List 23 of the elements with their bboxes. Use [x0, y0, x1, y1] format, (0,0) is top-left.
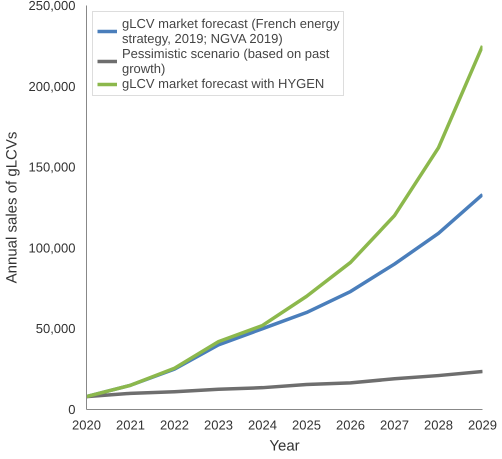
x-tick-label: 2029	[468, 418, 497, 432]
x-tick-label: 2023	[204, 418, 233, 432]
x-tick-label: 2020	[72, 418, 101, 432]
legend-label: gLCV market forecast with HYGEN	[122, 76, 324, 91]
x-tick-label: 2027	[380, 418, 409, 432]
x-tick-label: 2022	[160, 418, 189, 432]
x-tick-label: 2025	[292, 418, 321, 432]
x-tick-label: 2021	[116, 418, 145, 432]
y-tick-label: 250,000	[28, 0, 76, 13]
y-tick-label: 0	[68, 402, 76, 417]
x-tick-label: 2028	[424, 418, 453, 432]
x-tick-label: 2026	[336, 418, 365, 432]
y-tick-label: 200,000	[28, 78, 76, 94]
line-series	[86, 44, 482, 398]
line-series	[86, 370, 482, 398]
legend-label: gLCV market forecast (French energy strategy, 2019; NGVA 2019)	[122, 16, 340, 46]
y-tick-label: 100,000	[28, 240, 76, 256]
legend-label: Pessimistic scenario (based on past growth)	[122, 46, 330, 76]
y-tick-label: 50,000	[36, 321, 76, 336]
y-tick-label: 150,000	[28, 160, 76, 175]
y-axis-title: Annual sales of gLCVs	[4, 132, 21, 284]
x-axis-title: Year	[269, 438, 300, 454]
x-tick-label: 2024	[248, 418, 277, 432]
